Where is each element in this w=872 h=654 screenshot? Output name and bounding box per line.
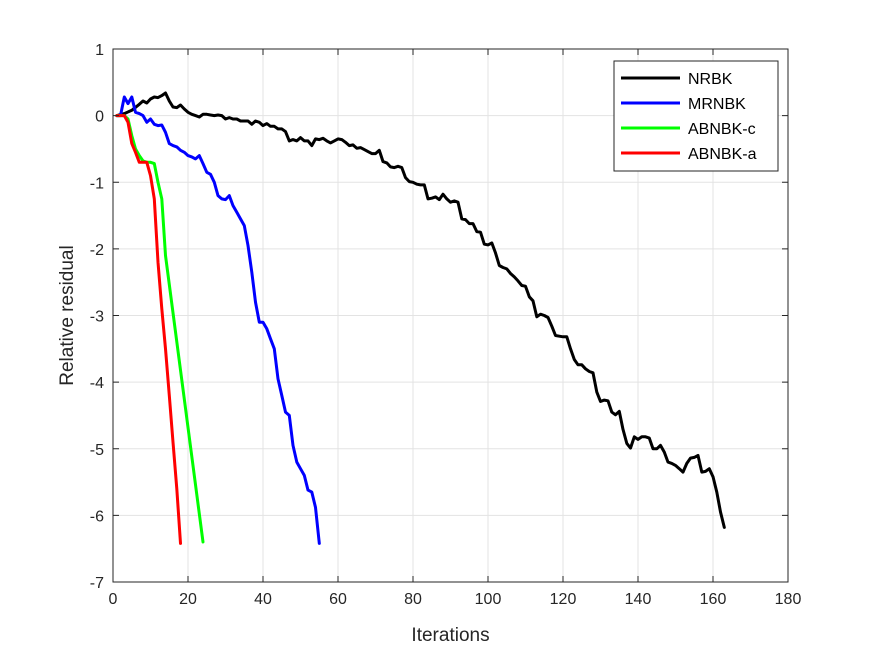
series-line-nrbk: [115, 91, 726, 529]
x-axis-ticks: 0 20 40 60 80 100 120 140 160 180: [109, 49, 802, 608]
legend-label-nrbk: NRBK: [688, 71, 733, 88]
x-tick-label: 100: [475, 591, 502, 608]
y-axis-label: Relative residual: [57, 245, 78, 385]
y-tick-label: -3: [90, 309, 104, 326]
legend: NRBK MRNBK ABNBK-c ABNBK-a: [613, 60, 779, 172]
x-tick-label: 20: [179, 591, 197, 608]
y-tick-label: 0: [95, 109, 104, 126]
x-axis-label: Iterations: [411, 625, 489, 646]
series-line-abnbk-a: [115, 114, 182, 545]
x-tick-label: 40: [254, 591, 272, 608]
x-tick-label: 120: [550, 591, 577, 608]
y-tick-label: -4: [90, 375, 104, 392]
y-tick-label: -7: [90, 575, 104, 592]
y-tick-label: -6: [90, 508, 104, 525]
x-tick-label: 80: [404, 591, 422, 608]
x-tick-label: 160: [700, 591, 727, 608]
y-tick-label: 1: [95, 42, 104, 59]
x-tick-label: 140: [625, 591, 652, 608]
legend-label-mrnbk: MRNBK: [688, 96, 746, 113]
x-tick-label: 0: [109, 591, 118, 608]
y-axis-ticks: 1 0 -1 -2 -3 -4 -5 -6 -7: [90, 42, 788, 592]
x-tick-label: 60: [329, 591, 347, 608]
series-lines: [115, 91, 726, 545]
x-tick-label: 180: [775, 591, 802, 608]
legend-label-abnbk-c: ABNBK-c: [688, 121, 756, 138]
y-tick-label: -2: [90, 242, 104, 259]
series-line-mrnbk: [115, 95, 321, 545]
series-line-abnbk-c: [115, 114, 205, 544]
y-tick-label: -1: [90, 175, 104, 192]
legend-label-abnbk-a: ABNBK-a: [688, 146, 757, 163]
y-tick-label: -5: [90, 442, 104, 459]
